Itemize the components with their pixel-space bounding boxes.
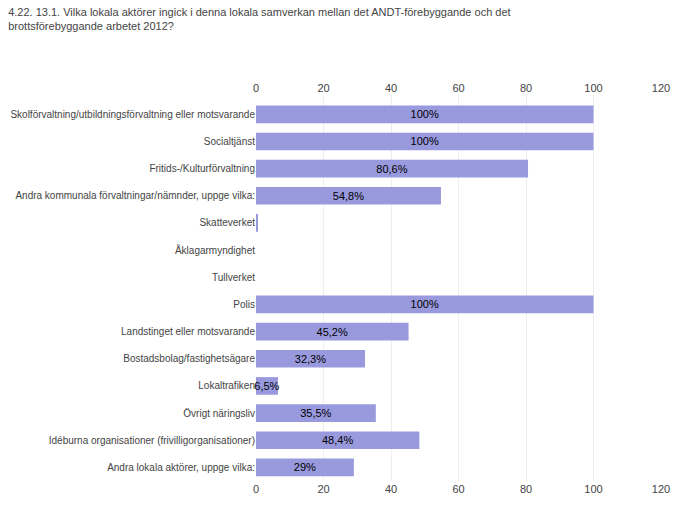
svg-text:80,6%: 80,6% [376,163,407,175]
svg-text:Skatteverket: Skatteverket [199,217,255,228]
svg-text:100%: 100% [411,135,439,147]
svg-text:54,8%: 54,8% [333,190,364,202]
svg-text:0: 0 [253,483,259,495]
svg-text:Polis: Polis [233,299,255,310]
svg-text:40: 40 [385,483,397,495]
svg-text:120: 120 [652,82,670,94]
svg-text:Andra lokala aktörer, uppge vi: Andra lokala aktörer, uppge vilka: [107,462,255,473]
svg-text:0: 0 [253,82,259,94]
svg-text:60: 60 [452,82,464,94]
svg-text:32,3%: 32,3% [295,353,326,365]
svg-text:60: 60 [452,483,464,495]
svg-text:45,2%: 45,2% [317,326,348,338]
svg-text:Lokaltrafiken: Lokaltrafiken [198,380,255,391]
svg-text:100%: 100% [411,108,439,120]
svg-text:Andra kommunala förvaltningar/: Andra kommunala förvaltningar/nämnder, u… [15,190,255,201]
svg-text:Övrigt näringsliv: Övrigt näringsliv [183,408,255,419]
svg-text:100: 100 [584,483,602,495]
svg-text:35,5%: 35,5% [300,407,331,419]
svg-text:Bostadsbolag/fastighetsägare: Bostadsbolag/fastighetsägare [123,353,255,364]
svg-text:20: 20 [317,82,329,94]
svg-text:80: 80 [520,483,532,495]
svg-text:100%: 100% [411,298,439,310]
svg-text:29%: 29% [294,461,316,473]
svg-text:Skolförvaltning/utbildningsför: Skolförvaltning/utbildningsförvaltning e… [10,109,255,120]
svg-text:80: 80 [520,82,532,94]
svg-text:40: 40 [385,82,397,94]
svg-text:100: 100 [584,82,602,94]
svg-text:Tullverket: Tullverket [212,272,255,283]
svg-text:120: 120 [652,483,670,495]
svg-text:Fritids-/Kulturförvaltning: Fritids-/Kulturförvaltning [149,163,255,174]
svg-text:Åklagarmyndighet: Åklagarmyndighet [175,244,255,256]
svg-text:48,4%: 48,4% [322,434,353,446]
svg-text:Socialtjänst: Socialtjänst [204,136,255,147]
svg-text:Landstinget eller motsvarande: Landstinget eller motsvarande [121,326,255,337]
svg-text:Idéburna organisationer (frivi: Idéburna organisationer (frivilligorgani… [49,435,255,446]
svg-text:6,5%: 6,5% [254,380,279,392]
svg-text:4.22. 13.1. Vilka lokala aktör: 4.22. 13.1. Vilka lokala aktörer ingick … [8,6,510,32]
svg-text:20: 20 [317,483,329,495]
